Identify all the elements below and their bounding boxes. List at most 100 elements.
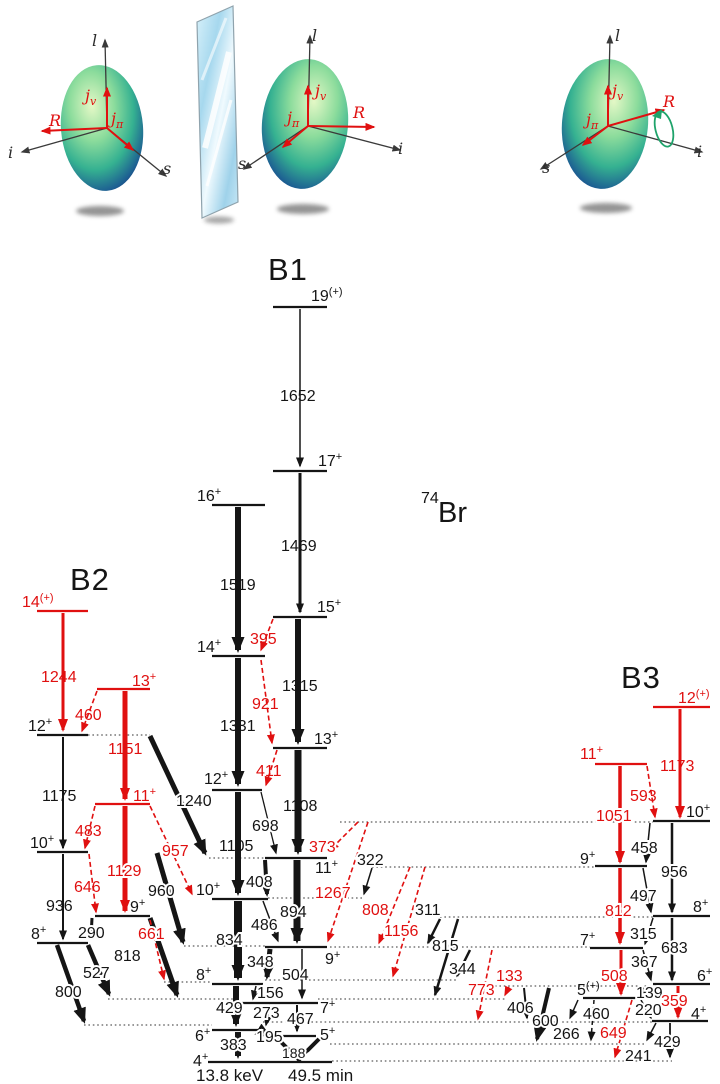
level-label: 16+	[197, 486, 221, 505]
gamma-label-683: 683	[661, 940, 688, 957]
gamma-label-139: 139	[636, 985, 663, 1002]
gamma-label-1173: 1173	[660, 758, 695, 775]
gamma-label-1105: 1105	[219, 838, 254, 855]
level-label: 8+	[196, 965, 211, 984]
band-b1-gamma-labels: 1652 1469 1519 1315 1331 1108 1105 698 4…	[214, 388, 318, 1063]
gamma-label-458: 458	[631, 840, 658, 857]
vector-label-R: R	[48, 111, 61, 130]
vector-label-jpi: jπ	[108, 109, 124, 131]
level-label: 15+	[317, 597, 341, 616]
level-label: 14(+)	[22, 592, 54, 611]
level-label: 8+	[693, 897, 708, 916]
level-label: 11+	[133, 786, 156, 805]
gamma-label-497: 497	[630, 888, 657, 905]
level-label: 11+	[580, 744, 603, 763]
gamma-label-1315: 1315	[282, 678, 318, 695]
gamma-label-383: 383	[220, 1037, 247, 1054]
ellipsoid	[561, 59, 649, 189]
mirror-shadow	[204, 216, 234, 224]
gamma-label-960: 960	[148, 883, 175, 900]
gamma-label-460: 460	[75, 707, 102, 724]
gamma-label-508: 508	[601, 968, 628, 985]
level-label: 8+	[31, 924, 46, 943]
gamma-label-894: 894	[280, 904, 307, 921]
gamma-label-600: 600	[532, 1013, 559, 1030]
gamma-label-273: 273	[253, 1005, 280, 1022]
band-b2-level-labels: 14(+) 13+ 12+ 11+ 10+ 9+ 8+	[22, 592, 156, 943]
gamma-label-429b: 429	[654, 1034, 681, 1051]
interband-arrows	[54, 734, 674, 1059]
level-label: 12+	[28, 716, 52, 735]
band-title-b2: B2	[70, 562, 110, 597]
level-label: 12+	[204, 769, 228, 788]
nucleus-label: 74Br	[421, 490, 467, 529]
gamma-label-812: 812	[605, 903, 632, 920]
gamma-label-773: 773	[468, 982, 495, 999]
band-b3-arrows	[615, 709, 685, 1020]
level-label: 19(+)	[311, 286, 343, 305]
level-label: 13+	[132, 671, 156, 690]
ellipsoid	[261, 59, 349, 189]
band-b2-gamma-labels: 1175 936 290 1244 460 1151 483 1129 646	[41, 669, 144, 944]
gamma-label-1519: 1519	[220, 577, 256, 594]
level-label: 14+	[197, 637, 221, 656]
gamma-label-467: 467	[287, 1011, 314, 1028]
gamma-label-460b: 460	[583, 1006, 610, 1023]
level-label: 10+	[196, 880, 220, 899]
vector-label-jv: jv	[82, 86, 97, 108]
gamma-label-698: 698	[252, 818, 279, 835]
level-label: 17+	[318, 451, 342, 470]
band-title-b3: B3	[621, 660, 661, 695]
gamma-label-815: 815	[432, 938, 459, 955]
gamma-label-1469: 1469	[281, 538, 317, 555]
gamma-label-593: 593	[630, 788, 657, 805]
axis-label-l: l	[312, 26, 317, 45]
level-label: 11+	[315, 858, 338, 877]
vector-label-jpi: jπ	[583, 110, 599, 132]
ellipsoid-right: l i s jv R jπ	[539, 26, 704, 213]
gamma-label-956: 956	[661, 864, 688, 881]
level-label: 4+	[193, 1051, 208, 1070]
gamma-label-1156: 1156	[384, 923, 419, 940]
gamma-label-367: 367	[631, 954, 658, 971]
level-label: 9+	[580, 849, 595, 868]
level-scheme: B1 B2 B3 74Br 13.8 keV 49.5 min	[22, 252, 712, 1084]
gamma-label-220: 220	[635, 1002, 662, 1019]
vector-label-jv: jv	[312, 81, 327, 103]
gamma-label-921: 921	[252, 696, 279, 713]
axis-label-i: i	[8, 143, 13, 162]
gamma-label-808: 808	[362, 902, 389, 919]
gamma-label-834: 834	[216, 932, 243, 949]
gamma-label-348: 348	[247, 954, 274, 971]
vector-label-R: R	[662, 92, 675, 111]
gamma-label-646: 646	[74, 879, 101, 896]
gamma-label-373: 373	[309, 839, 336, 856]
gamma-label-1244: 1244	[41, 669, 77, 686]
gamma-label-1108: 1108	[283, 798, 318, 815]
ellipsoid-left: l i s jv R jπ	[8, 31, 171, 216]
gamma-label-1652: 1652	[280, 388, 316, 405]
ellipsoid-middle: l i s jv R jπ	[238, 26, 403, 214]
gamma-label-1051: 1051	[596, 808, 632, 825]
gamma-label-188: 188	[282, 1045, 306, 1061]
gamma-label-395: 395	[250, 631, 277, 648]
level-label: 12(+)	[678, 688, 710, 707]
level-label: 10+	[686, 802, 710, 821]
band-b2-arrows	[58, 613, 130, 941]
interband-labels: 1240 960 818 527 800 322 311 815 344 406…	[53, 791, 683, 1067]
vector-label-jpi: jπ	[284, 108, 300, 130]
gamma-label-156: 156	[257, 985, 284, 1002]
gamma-label-936: 936	[46, 898, 73, 915]
gamma-label-406: 406	[507, 1000, 534, 1017]
gamma-label-649: 649	[600, 1025, 627, 1042]
gamma-label-661: 661	[138, 926, 165, 943]
gamma-label-359: 359	[661, 993, 688, 1010]
mirror-plane	[196, 5, 239, 224]
gamma-label-504: 504	[282, 967, 309, 984]
gamma-label-344: 344	[449, 961, 476, 978]
band-b1-level-lines	[208, 305, 332, 1064]
level-label: 4+	[691, 1004, 706, 1023]
gamma-label-195: 195	[256, 1029, 283, 1046]
axis-label-i: i	[398, 139, 403, 158]
